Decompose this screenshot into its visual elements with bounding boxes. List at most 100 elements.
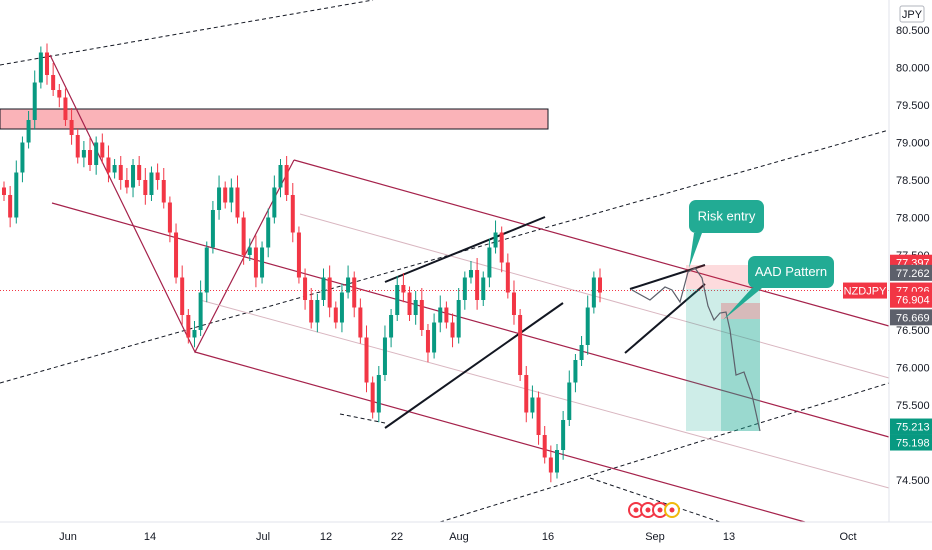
stop-loss-zone[interactable] (686, 265, 760, 289)
symbol-tag[interactable] (843, 282, 887, 299)
candle (591, 271, 596, 314)
candle (88, 138, 93, 171)
y-tick-label: 79.000 (896, 138, 930, 150)
aad-pattern-callout[interactable]: AAD Pattern (723, 256, 834, 320)
candle-body (143, 180, 148, 195)
risk-entry-callout[interactable]: Risk entry (689, 200, 764, 268)
candle (198, 280, 203, 336)
candle (51, 63, 56, 96)
candle (579, 336, 584, 366)
candle-body (210, 210, 215, 248)
dashed-support-left[interactable] (339, 413, 386, 424)
wedge1-lower-line[interactable] (384, 302, 564, 429)
projected-path[interactable] (631, 267, 761, 432)
candle (32, 70, 37, 130)
price-tag[interactable] (890, 309, 932, 326)
candle-body (174, 232, 179, 278)
candle-body (69, 120, 74, 135)
candle (81, 141, 86, 168)
candle-body (180, 277, 185, 315)
aad-pattern-callout-pointer (723, 288, 762, 320)
channel-quarter-lower[interactable] (199, 299, 890, 489)
candle-body (247, 247, 252, 255)
candle-body (2, 187, 6, 195)
candle-body (100, 142, 105, 158)
y-tick-label: 80.500 (896, 25, 930, 37)
candle-body (579, 345, 584, 360)
candle-body (456, 300, 461, 338)
x-tick-label: 16 (542, 531, 554, 543)
price-tag[interactable] (890, 264, 932, 281)
candle-body (223, 187, 228, 203)
candle (303, 268, 308, 310)
candle (468, 261, 473, 284)
candle (284, 156, 289, 201)
candle-body (63, 97, 68, 120)
channel-upper-line[interactable] (293, 159, 890, 327)
price-tag-label: 76.904 (896, 295, 930, 307)
candle (346, 265, 351, 299)
candle (419, 288, 424, 336)
candle-body (481, 277, 486, 300)
price-axis[interactable]: JPY 80.500 80.000 79.500 79.000 78.500 78.000 7… (843, 5, 932, 487)
candle (278, 159, 283, 198)
candle (309, 288, 314, 329)
price-tag[interactable] (890, 434, 932, 451)
stop-loss-zone-2[interactable] (721, 303, 760, 319)
candle (339, 283, 344, 333)
dashed-support-right[interactable] (589, 477, 721, 523)
candle (26, 111, 31, 149)
candle (118, 156, 123, 190)
candle (167, 196, 172, 243)
event-marker[interactable] (664, 502, 680, 518)
candle (217, 175, 222, 220)
resistance-zone[interactable] (0, 108, 549, 130)
candle-body (462, 277, 467, 300)
candle-body (137, 165, 142, 180)
candle (548, 445, 553, 483)
candle (432, 313, 437, 359)
risk-entry-callout-label: Risk entry (698, 209, 756, 224)
candle-body (370, 382, 375, 413)
candle (210, 201, 215, 254)
price-tag[interactable] (890, 418, 932, 435)
candle-body (382, 337, 387, 375)
candle-body (358, 307, 363, 338)
time-axis[interactable]: Jun 14 Jul 12 22 Aug 16 Sep 13 Oct (0, 521, 932, 543)
candle-body (376, 375, 381, 413)
candle (542, 426, 547, 464)
candle (14, 160, 19, 224)
risk-entry-callout-box (689, 200, 764, 233)
candle (585, 295, 590, 355)
candle (573, 354, 578, 393)
candle (567, 370, 572, 426)
currency-badge[interactable] (899, 5, 925, 23)
channel-lower-line[interactable] (194, 351, 806, 523)
candle (192, 321, 197, 348)
candle-body (438, 307, 443, 323)
candle-body (468, 270, 473, 278)
take-profit-zone-2[interactable] (721, 319, 760, 431)
candle (364, 325, 369, 393)
candle-body (198, 292, 203, 330)
candle-body (51, 75, 56, 90)
dashed-channel-mid[interactable] (0, 129, 890, 384)
price-tag[interactable] (890, 291, 932, 308)
candle (45, 43, 50, 85)
candle-body (284, 165, 289, 195)
candle-body (278, 165, 283, 188)
dashed-channel-low[interactable] (439, 382, 890, 523)
candle-body (364, 337, 369, 383)
wedge1-upper-line[interactable] (384, 216, 546, 283)
candle (401, 273, 406, 303)
dashed-channel-top[interactable] (0, 0, 374, 66)
candle-body (290, 195, 295, 233)
channel-median-line[interactable] (51, 202, 890, 438)
wedge2-lower-line[interactable] (624, 283, 706, 354)
candles-layer (2, 43, 602, 483)
candle (247, 238, 252, 261)
candle (63, 88, 68, 126)
price-tag-label: 75.198 (896, 438, 930, 450)
x-tick-label: Aug (449, 531, 469, 543)
